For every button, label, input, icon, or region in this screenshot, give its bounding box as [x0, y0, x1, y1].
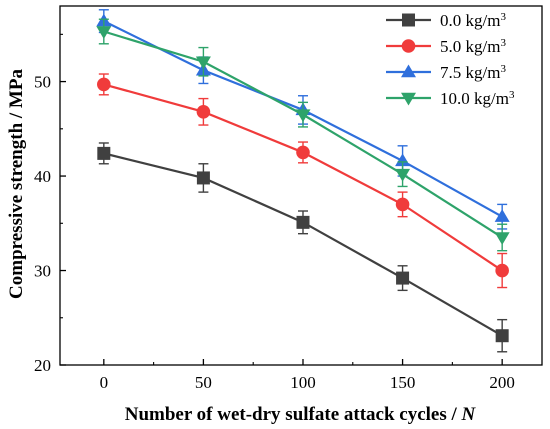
y-tick-label: 50	[34, 73, 51, 92]
legend-item-2: 7.5 kg/m3	[386, 63, 506, 82]
legend-label-text: 5.0 kg/m	[440, 37, 500, 56]
data-point	[196, 105, 211, 119]
legend-marker	[401, 64, 416, 78]
legend-label: 5.0 kg/m3	[440, 37, 506, 56]
series-0	[97, 142, 509, 353]
legend-label: 0.0 kg/m3	[440, 11, 506, 30]
legend-marker	[401, 92, 416, 106]
legend-label-text: 7.5 kg/m	[440, 63, 500, 82]
legend-label: 10.0 kg/m3	[440, 89, 515, 108]
x-tick-label: 0	[100, 373, 109, 392]
data-point	[395, 168, 411, 182]
legend-item-0: 0.0 kg/m3	[386, 11, 506, 30]
data-point	[296, 145, 310, 160]
data-point	[195, 56, 211, 70]
legend-marker	[401, 39, 416, 53]
legend-item-1: 5.0 kg/m3	[386, 37, 506, 56]
series-layer	[96, 9, 510, 353]
series-line-0	[103, 152, 503, 337]
data-point	[96, 26, 112, 40]
data-point	[395, 197, 410, 212]
x-tick-label: 200	[489, 373, 515, 392]
legend-label-superscript: 3	[500, 11, 506, 23]
data-point	[396, 271, 410, 285]
legend-label-superscript: 3	[509, 89, 515, 101]
y-tick-label: 40	[34, 167, 51, 186]
data-point	[495, 263, 509, 278]
series-1	[97, 73, 509, 289]
x-axis-title-var: N	[461, 404, 477, 425]
legend-label-superscript: 3	[500, 63, 506, 75]
y-tick-label: 20	[34, 356, 51, 375]
legend-marker	[402, 13, 415, 27]
data-point	[494, 209, 510, 222]
data-point	[395, 153, 411, 167]
x-tick-label: 50	[195, 373, 212, 392]
data-point	[196, 171, 210, 185]
x-axis-title: Number of wet-dry sulfate attack cycles …	[125, 404, 477, 425]
plot-frame	[59, 5, 543, 366]
legend-label: 7.5 kg/m3	[440, 63, 506, 82]
data-point	[494, 232, 510, 245]
x-tick-label: 100	[290, 373, 316, 392]
x-axis-title-main: Number of wet-dry sulfate attack cycles …	[125, 404, 462, 425]
series-3	[96, 18, 510, 252]
legend-label-text: 0.0 kg/m	[440, 11, 500, 30]
x-tick-label: 150	[390, 373, 416, 392]
data-point	[97, 146, 111, 160]
data-point	[495, 329, 509, 343]
data-point	[97, 77, 111, 92]
y-axis-title: Compressive strength / MPa	[6, 69, 27, 299]
data-point	[296, 215, 310, 229]
data-point	[295, 109, 311, 123]
legend-item-3: 10.0 kg/m3	[386, 89, 515, 108]
legend-label-text: 10.0 kg/m	[440, 89, 509, 108]
y-tick-label: 30	[34, 262, 51, 281]
legend-label-superscript: 3	[500, 37, 506, 49]
axes-layer: 0 50 100 150 200 20 30 40 50	[34, 5, 543, 392]
